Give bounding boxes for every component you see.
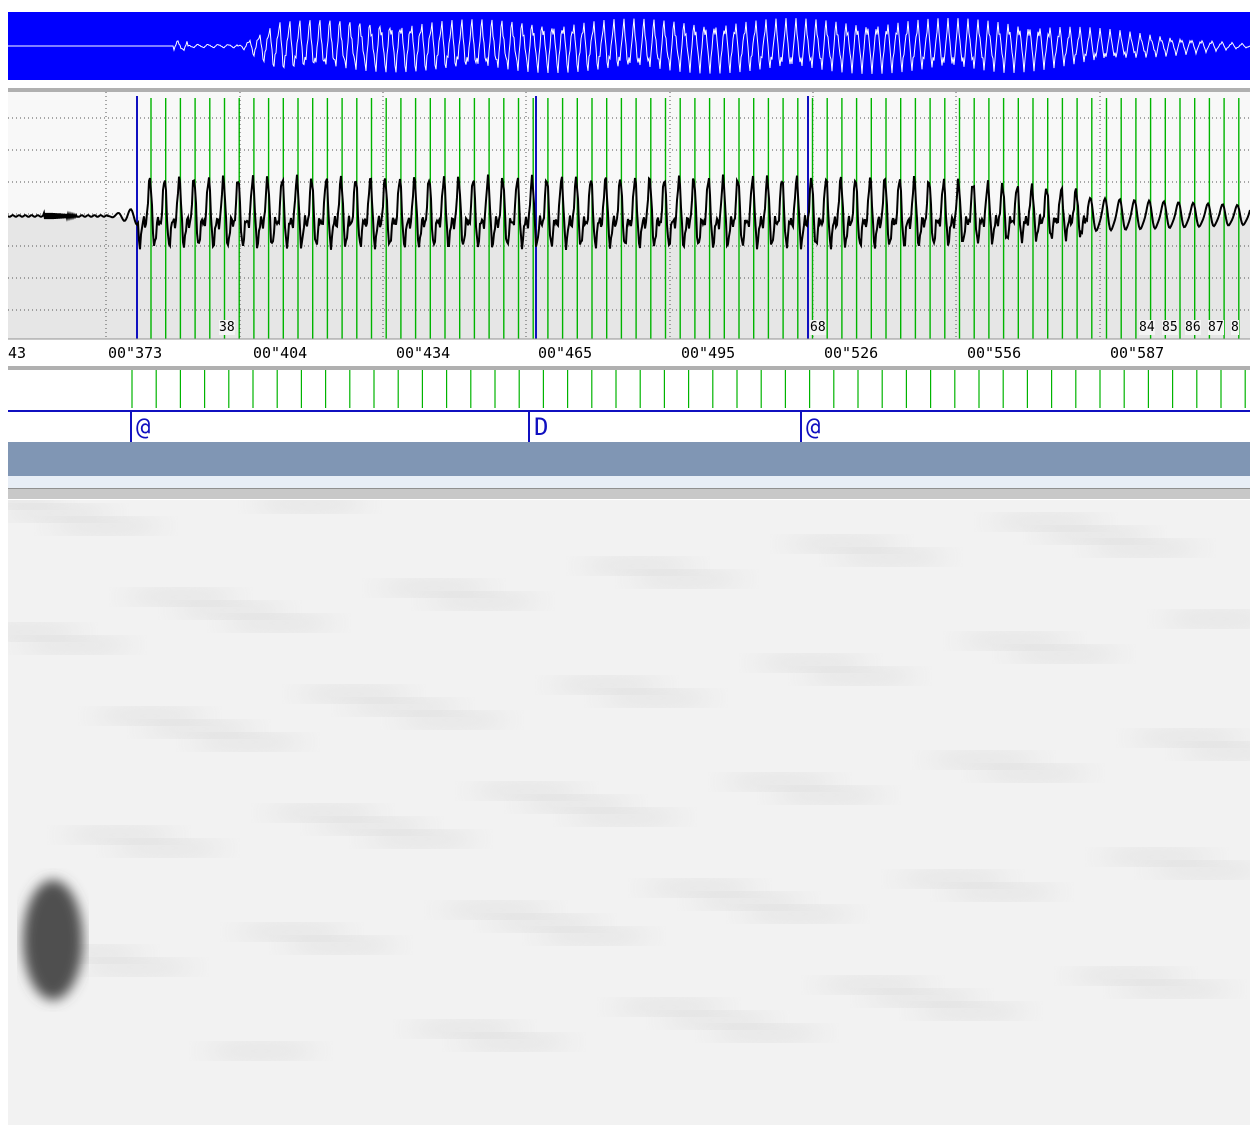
- noise-blob: [893, 871, 1013, 887]
- noise-blob: [751, 655, 871, 671]
- noise-blob: [627, 571, 747, 587]
- noise-blob: [986, 514, 1106, 530]
- tier-header-bar: [8, 442, 1250, 476]
- noise-blob: [534, 928, 654, 944]
- noise-blob: [8, 505, 117, 521]
- pulse-number: 38: [219, 320, 235, 335]
- noise-blob: [1128, 730, 1248, 746]
- noise-blob: [423, 593, 543, 609]
- noise-blob: [361, 831, 481, 847]
- noise-blob: [1084, 540, 1204, 556]
- segment-label[interactable]: D: [528, 412, 548, 444]
- waveform-plot: [8, 92, 1250, 364]
- time-tick: 00"556: [967, 344, 1022, 362]
- noise-blob: [1097, 849, 1217, 865]
- noise-blob: [720, 774, 840, 790]
- pulse-number: 68: [810, 320, 826, 335]
- noise-blob: [90, 708, 210, 724]
- time-tick: 00"526: [824, 344, 879, 362]
- noise-blob: [170, 602, 290, 618]
- noise-blob: [59, 827, 179, 843]
- noise-blob: [707, 1025, 827, 1041]
- pulse-tier[interactable]: [8, 366, 1250, 414]
- noise-blob: [467, 783, 587, 799]
- noise-blob: [609, 999, 729, 1015]
- noise-blob: [782, 536, 902, 552]
- noise-blob: [392, 712, 512, 728]
- spectrogram-panel[interactable]: [8, 500, 1250, 1125]
- time-axis-bg: [8, 339, 1250, 364]
- pulse-number: 84: [1139, 320, 1155, 335]
- noise-blob: [219, 615, 339, 631]
- pane-divider[interactable]: [8, 488, 1250, 499]
- time-tick: 00"587: [1110, 344, 1165, 362]
- pulse-number: 8: [1231, 320, 1239, 335]
- segment-label[interactable]: @: [800, 412, 820, 444]
- segment-label[interactable]: @: [130, 412, 150, 444]
- noise-blob: [596, 690, 716, 706]
- time-tick: 00"495: [681, 344, 736, 362]
- noise-blob: [121, 589, 241, 605]
- noise-blob: [800, 668, 920, 684]
- time-tick: 00"465: [538, 344, 593, 362]
- noise-blob: [640, 880, 760, 896]
- waveform-trace: [8, 174, 1250, 250]
- noise-blob: [738, 906, 858, 922]
- plot-upper-bg: [8, 92, 1250, 217]
- noise-blob: [831, 549, 951, 565]
- noise-blob: [924, 752, 1044, 768]
- waveform-overview[interactable]: [8, 12, 1250, 80]
- spectrogram-image: [8, 500, 1250, 1125]
- noise-blob: [250, 500, 370, 512]
- noise-blob: [343, 699, 463, 715]
- noise-blob: [294, 686, 414, 702]
- time-tick: 00"373: [108, 344, 163, 362]
- noise-blob: [1004, 646, 1124, 662]
- noise-blob: [46, 518, 166, 534]
- time-tick: 00"434: [396, 344, 451, 362]
- time-tick: 43: [8, 344, 27, 362]
- noise-blob: [139, 721, 259, 737]
- noise-blob: [263, 805, 383, 821]
- noise-blob: [862, 990, 982, 1006]
- noise-blob: [436, 902, 556, 918]
- noise-blob: [578, 558, 698, 574]
- phoneme-tier[interactable]: @ D @: [8, 410, 1250, 444]
- pulse-number: 87: [1208, 320, 1224, 335]
- time-tick: 00"404: [253, 344, 308, 362]
- noise-blob: [15, 637, 135, 653]
- noise-blob: [108, 840, 228, 856]
- noise-blob: [565, 809, 685, 825]
- noise-blob: [188, 734, 308, 750]
- pulse-number: 86: [1185, 320, 1201, 335]
- tier-footer: [8, 476, 1250, 488]
- noise-blob: [1159, 611, 1250, 627]
- noise-blob: [8, 500, 68, 508]
- noise-blob: [1146, 862, 1250, 878]
- noise-blob: [547, 677, 667, 693]
- noise-blob: [374, 580, 494, 596]
- waveform-overview-icon: [8, 17, 1250, 74]
- waveform-panel[interactable]: 43 00"373 00"404 00"434 00"465 00"495 00…: [8, 88, 1250, 364]
- pulse-number: 85: [1162, 320, 1178, 335]
- overview-trace: [8, 17, 1250, 74]
- noise-blob: [973, 765, 1093, 781]
- noise-blob: [77, 959, 197, 975]
- onset-energy: [23, 880, 83, 1000]
- noise-blob: [405, 1021, 525, 1037]
- noise-blob: [955, 633, 1075, 649]
- noise-blob: [1035, 527, 1155, 543]
- noise-blob: [8, 624, 86, 640]
- pulse-marks: [131, 370, 1246, 408]
